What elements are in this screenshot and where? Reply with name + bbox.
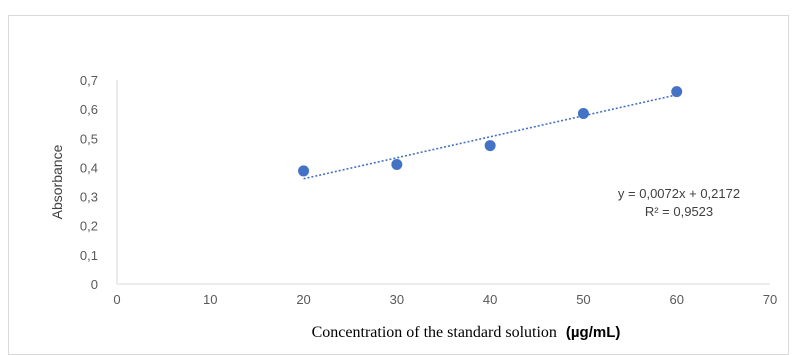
x-tick-label: 70 bbox=[763, 292, 777, 307]
x-tick-label: 30 bbox=[390, 292, 404, 307]
y-tick-label: 0 bbox=[91, 277, 98, 292]
scatter-chart: 0 0,1 0,2 0,3 0,4 0,5 0,6 0,7 0 10 20 30 40 50 60 70 A… bbox=[49, 73, 777, 341]
data-point bbox=[484, 140, 496, 152]
y-tick-label: 0,7 bbox=[80, 73, 98, 88]
trendline bbox=[303, 94, 677, 180]
y-tick-label: 0,4 bbox=[80, 160, 98, 175]
y-tick-label: 0,5 bbox=[80, 131, 98, 146]
x-tick-label: 50 bbox=[576, 292, 590, 307]
x-tick-label: 0 bbox=[113, 292, 120, 307]
x-tick-label: 60 bbox=[669, 292, 683, 307]
data-point bbox=[391, 159, 403, 171]
x-tick-label: 40 bbox=[483, 292, 497, 307]
y-axis-label: Absorbance bbox=[49, 144, 65, 219]
y-tick-label: 0,1 bbox=[80, 248, 98, 263]
x-tick-label: 10 bbox=[203, 292, 217, 307]
trendline-equation: y = 0,0072x + 0,2172 bbox=[618, 186, 740, 201]
data-point bbox=[671, 86, 683, 98]
x-axis-label-unit: (µg/mL) bbox=[566, 324, 620, 341]
trendline-r-squared: R² = 0,9523 bbox=[645, 204, 713, 219]
x-tick-label: 20 bbox=[296, 292, 310, 307]
data-point bbox=[298, 165, 310, 177]
data-points bbox=[298, 86, 683, 177]
x-tick-labels: 0 10 20 30 40 50 60 70 bbox=[113, 292, 777, 307]
y-tick-label: 0,2 bbox=[80, 219, 98, 234]
x-axis-label: Concentration of the standard solution (… bbox=[312, 324, 621, 341]
chart-frame bbox=[8, 15, 789, 355]
axes bbox=[116, 80, 770, 285]
y-tick-label: 0,3 bbox=[80, 190, 98, 205]
data-point bbox=[577, 108, 589, 120]
y-tick-label: 0,6 bbox=[80, 102, 98, 117]
x-axis-label-text: Concentration of the standard solution bbox=[312, 324, 557, 341]
y-tick-labels: 0 0,1 0,2 0,3 0,4 0,5 0,6 0,7 bbox=[80, 73, 98, 292]
